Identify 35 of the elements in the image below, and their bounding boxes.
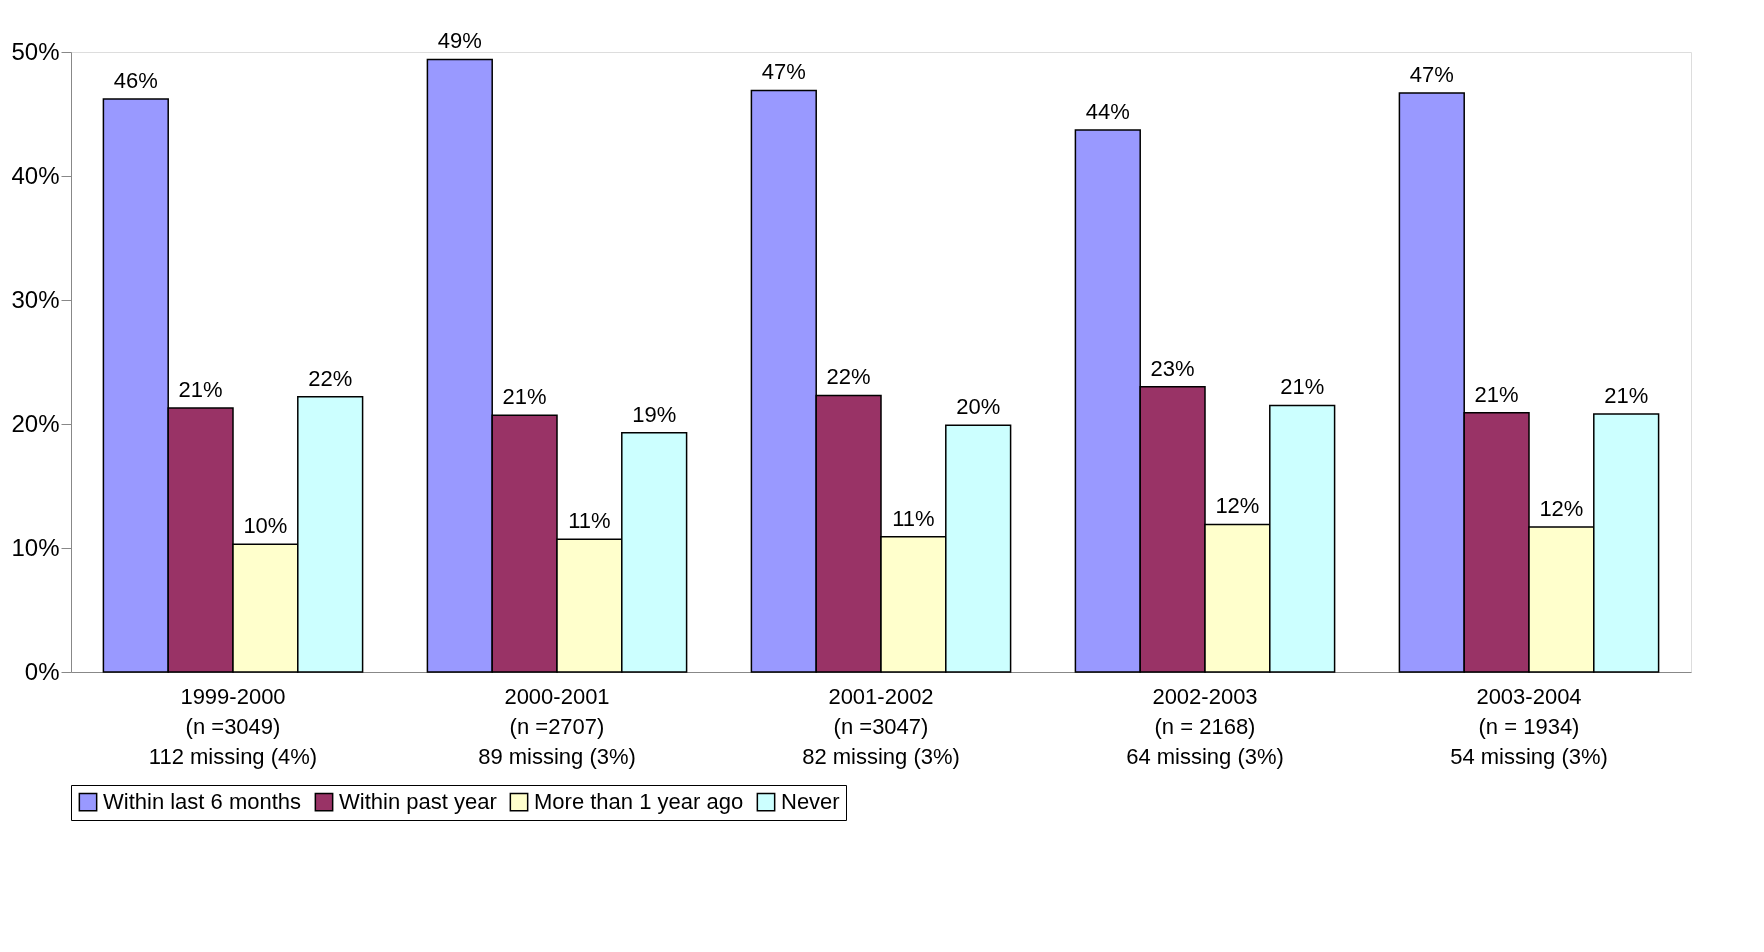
data-label: 21% xyxy=(178,376,223,402)
data-label: 12% xyxy=(1539,495,1584,521)
data-label: 11% xyxy=(892,505,935,531)
x-tick-label: 2001-2002 (n =3047) 82 missing (3%) xyxy=(802,683,960,769)
y-tick-label: 20% xyxy=(11,409,60,437)
data-label: 47% xyxy=(1409,61,1454,87)
data-label: 44% xyxy=(1085,99,1130,125)
x-tick-label: 1999-2000 (n =3049) 112 missing (4%) xyxy=(148,683,318,769)
data-label: 49% xyxy=(437,28,482,54)
data-label: 22% xyxy=(826,364,871,390)
y-tick-label: 0% xyxy=(24,657,60,685)
y-tick-label: 50% xyxy=(11,37,60,65)
legend-label: Within past year xyxy=(339,789,497,815)
data-label: 20% xyxy=(956,394,1001,420)
legend-label: Never xyxy=(781,789,840,815)
x-tick-label: 2000-2001 (n =2707) 89 missing (3%) xyxy=(478,683,636,769)
data-label: 19% xyxy=(632,401,677,427)
legend-label: Within last 6 months xyxy=(103,789,302,815)
data-label: 12% xyxy=(1215,493,1260,519)
y-tick-label: 10% xyxy=(11,533,60,561)
data-label: 46% xyxy=(113,68,158,94)
data-label: 10% xyxy=(243,513,288,539)
y-tick-label: 30% xyxy=(11,285,60,313)
data-label: 21% xyxy=(1280,374,1325,400)
data-label: 21% xyxy=(502,384,547,410)
data-label: 22% xyxy=(308,365,353,391)
data-label: 21% xyxy=(1604,383,1649,409)
x-tick-label: 2003-2004 (n = 1934) 54 missing (3%) xyxy=(1450,683,1608,769)
data-label: 21% xyxy=(1474,381,1519,407)
x-tick-label: 2002-2003 (n = 2168) 64 missing (3%) xyxy=(1126,683,1284,769)
data-label: 47% xyxy=(761,59,806,85)
y-tick-label: 40% xyxy=(11,161,60,189)
data-label: 23% xyxy=(1150,355,1195,381)
legend-label: More than 1 year ago xyxy=(534,789,744,815)
data-label: 11% xyxy=(568,508,611,534)
